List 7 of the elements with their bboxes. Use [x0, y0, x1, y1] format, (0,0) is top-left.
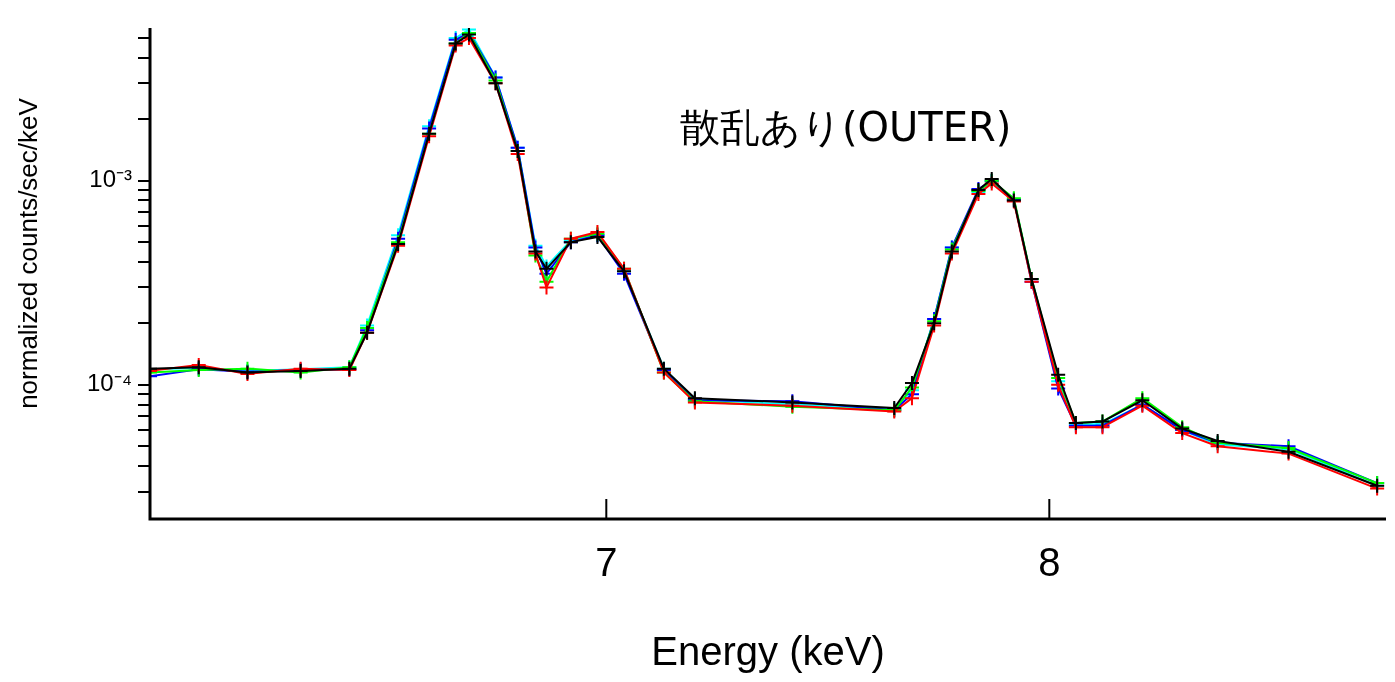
y-tick-label: 10⁻³ — [89, 165, 133, 193]
x-tick-label: 8 — [1038, 540, 1061, 585]
annotation: 散乱あり(OUTER) — [680, 103, 1012, 152]
x-tick-label: 7 — [595, 540, 618, 585]
x-axis-title: Energy (keV) — [651, 629, 885, 674]
y-tick-label: 10⁻⁴ — [86, 369, 132, 397]
y-axis-title: normalized counts/sec/keV — [13, 97, 44, 409]
